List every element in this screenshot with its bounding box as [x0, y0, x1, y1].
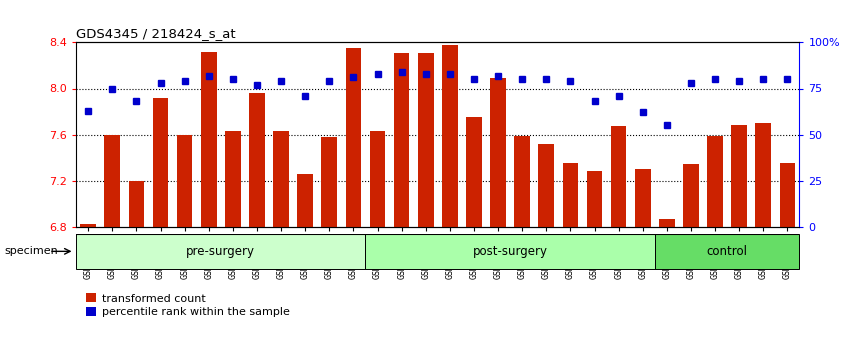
Bar	[104, 135, 120, 227]
Bar	[490, 78, 506, 227]
Bar	[586, 171, 602, 227]
Bar	[129, 181, 145, 227]
Bar	[152, 98, 168, 227]
Bar	[659, 218, 675, 227]
Bar	[273, 131, 289, 227]
Bar	[76, 234, 365, 269]
Bar	[225, 131, 241, 227]
Bar	[563, 163, 579, 227]
Bar	[611, 126, 627, 227]
Bar	[365, 234, 655, 269]
Bar	[177, 135, 193, 227]
Legend: transformed count, percentile rank within the sample: transformed count, percentile rank withi…	[82, 289, 294, 322]
Bar	[345, 48, 361, 227]
Bar	[538, 144, 554, 227]
Bar	[201, 52, 217, 227]
Bar	[249, 93, 265, 227]
Bar	[707, 136, 723, 227]
Bar	[418, 53, 434, 227]
Text: GDS4345 / 218424_s_at: GDS4345 / 218424_s_at	[76, 27, 236, 40]
Bar	[393, 53, 409, 227]
Bar	[755, 123, 772, 227]
Bar	[514, 136, 530, 227]
Text: pre-surgery: pre-surgery	[186, 245, 255, 258]
Bar	[779, 163, 795, 227]
Bar	[80, 224, 96, 227]
Bar	[321, 137, 338, 227]
Bar	[370, 131, 386, 227]
Bar	[655, 234, 799, 269]
Bar	[466, 117, 482, 227]
Bar	[297, 173, 313, 227]
Text: post-surgery: post-surgery	[473, 245, 547, 258]
Bar	[731, 125, 747, 227]
Bar	[634, 169, 651, 227]
Bar	[442, 45, 458, 227]
Bar	[683, 164, 699, 227]
Text: control: control	[706, 245, 748, 258]
Text: specimen: specimen	[4, 246, 58, 256]
